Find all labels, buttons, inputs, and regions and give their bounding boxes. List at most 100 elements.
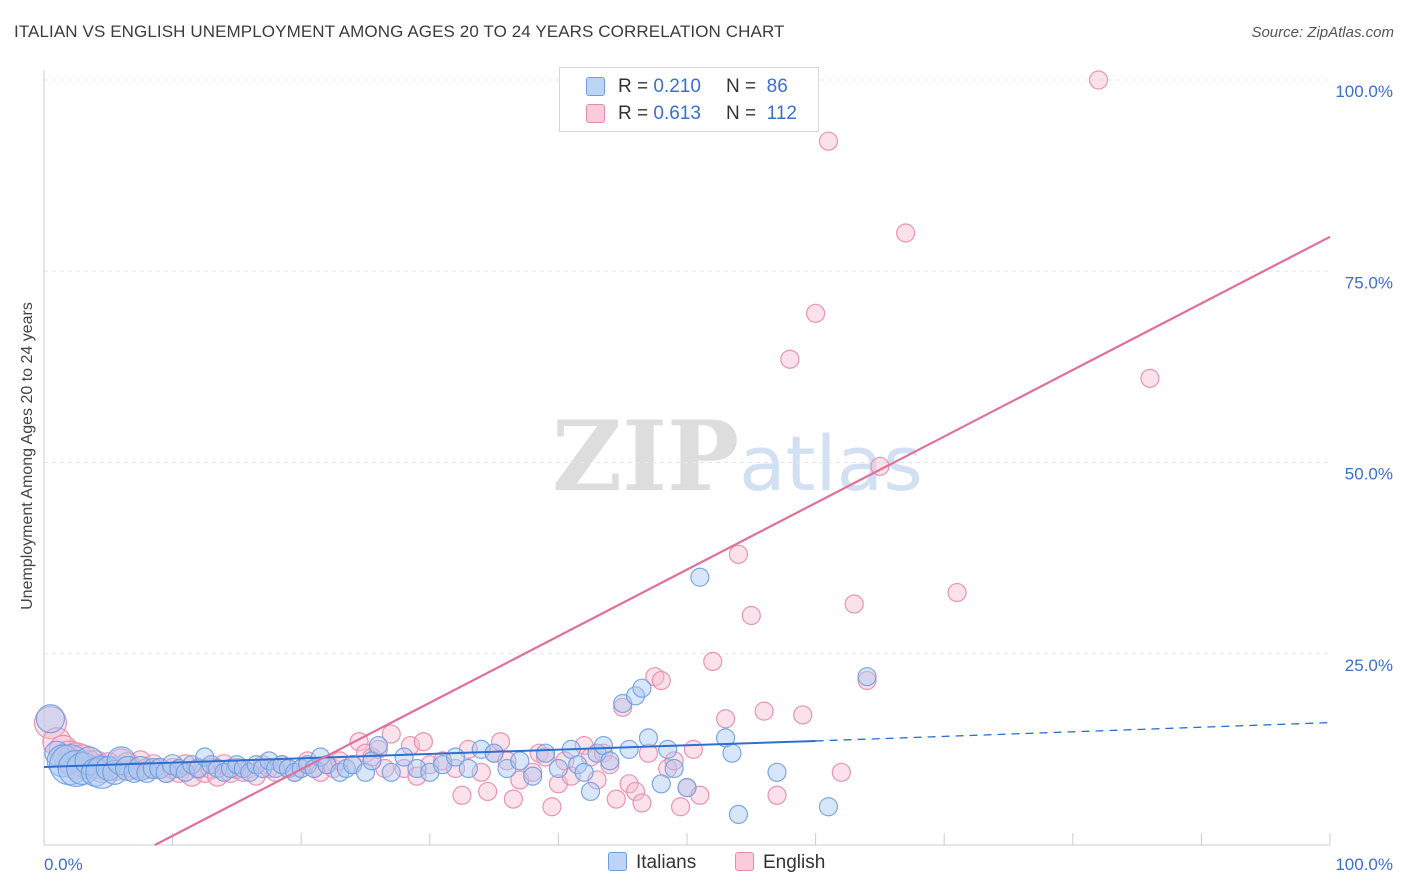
italians-point-57 — [471, 739, 491, 759]
english-legend-label: English — [763, 852, 826, 873]
italians-point-58 — [484, 743, 504, 763]
english-swatch — [586, 104, 605, 123]
english-point-105 — [831, 762, 851, 782]
english-point-81 — [606, 789, 626, 809]
italians-point-2 — [46, 744, 80, 778]
english-point-62 — [471, 762, 491, 782]
italians-point-83 — [728, 804, 749, 825]
italians-point-51 — [394, 747, 414, 767]
italians-point-66 — [574, 762, 594, 782]
english-point-101 — [780, 349, 800, 369]
italians-n-label: N = — [726, 76, 757, 97]
italians-point-49 — [368, 735, 388, 756]
italians-legend-label: Italians — [636, 852, 697, 873]
chart-title: ITALIAN VS ENGLISH UNEMPLOYMENT AMONG AG… — [14, 22, 785, 41]
x-tick-label-0: 0.0% — [44, 855, 83, 874]
english-point-96 — [715, 709, 736, 729]
english-point-112 — [1140, 368, 1160, 388]
italians-point-52 — [407, 758, 427, 779]
english-point-98 — [741, 605, 761, 626]
italians-point-4 — [57, 749, 95, 788]
italians-point-78 — [664, 758, 684, 779]
italians-point-72 — [619, 739, 639, 759]
english-point-91 — [670, 797, 691, 817]
english-point-67 — [503, 789, 523, 809]
italians-point-82 — [722, 743, 742, 763]
italians-point-62 — [535, 743, 556, 763]
english-point-106 — [844, 594, 864, 614]
italians-point-84 — [767, 762, 787, 782]
y-tick-label-50: 50.0% — [1345, 465, 1393, 484]
italians-point-79 — [677, 778, 697, 798]
english-point-95 — [703, 651, 723, 672]
english-r-label: R = — [618, 103, 649, 124]
italians-point-73 — [625, 686, 646, 706]
italians-point-60 — [510, 751, 530, 771]
italians-swatch — [586, 77, 605, 96]
italians-point-74 — [632, 678, 652, 698]
italians-point-56 — [458, 758, 478, 779]
italians-point-34 — [259, 751, 279, 771]
english-point-109 — [896, 223, 916, 243]
italians-point-77 — [658, 739, 678, 759]
english-point-56 — [413, 732, 433, 752]
english-point-55 — [407, 766, 427, 786]
english-r-value: 0.613 — [653, 103, 701, 124]
english-legend-swatch — [735, 852, 754, 871]
italians-point-75 — [638, 728, 659, 748]
y-tick-label-75: 75.0% — [1345, 273, 1393, 292]
italians-r-value: 0.210 — [653, 76, 701, 97]
italians-point-67 — [580, 781, 601, 802]
english-point-104 — [818, 131, 839, 151]
italians-point-23 — [188, 758, 208, 779]
italians-point-50 — [381, 762, 401, 782]
english-point-103 — [805, 303, 826, 323]
english-point-52 — [381, 724, 401, 744]
italians-point-15 — [136, 761, 158, 783]
italians-point-86 — [857, 667, 877, 687]
italians-point-76 — [651, 774, 671, 794]
italians-point-63 — [548, 758, 569, 779]
italians-point-21 — [175, 762, 196, 782]
y-tick-label-25: 25.0% — [1345, 656, 1393, 675]
source-credit: Source: ZipAtlas.com — [1251, 24, 1394, 41]
english-point-63 — [478, 781, 498, 802]
italians-point-31 — [240, 762, 260, 782]
italians-point-85 — [818, 797, 839, 817]
italians-point-0 — [35, 704, 66, 734]
english-point-72 — [542, 797, 562, 817]
y-tick-label-100: 100.0% — [1335, 82, 1393, 101]
italians-legend-swatch — [608, 852, 627, 871]
bottom-legend-italians[interactable]: Italians — [608, 852, 696, 874]
english-point-102 — [793, 705, 813, 725]
italians-point-65 — [568, 755, 588, 775]
english-trend-line — [154, 235, 1331, 846]
italians-point-80 — [690, 567, 710, 587]
english-n-label: N = — [726, 103, 757, 124]
italians-point-47 — [355, 762, 376, 782]
bottom-legend-english[interactable]: English — [735, 852, 825, 874]
english-point-99 — [754, 701, 774, 721]
english-n-value: 112 — [766, 103, 797, 124]
stats-legend: R = 0.210 N = 86 R = 0.613 N = 112 — [559, 67, 819, 132]
english-point-110 — [947, 582, 967, 603]
english-point-97 — [728, 544, 749, 564]
english-point-85 — [632, 793, 652, 813]
english-point-111 — [1088, 70, 1109, 90]
english-point-84 — [625, 781, 646, 802]
english-point-100 — [767, 785, 787, 805]
italians-trend-line — [43, 739, 816, 768]
italians-point-61 — [523, 766, 543, 786]
english-point-86 — [638, 743, 659, 763]
english-point-60 — [452, 785, 472, 805]
x-tick-label-100: 100.0% — [1335, 855, 1393, 874]
english-point-88 — [651, 670, 671, 691]
italians-trend-extension — [815, 721, 1331, 742]
english-point-93 — [683, 739, 704, 759]
english-point-90 — [664, 751, 684, 771]
italians-r-label: R = — [618, 76, 649, 97]
italians-point-70 — [600, 751, 620, 771]
italians-n-value: 86 — [766, 76, 788, 97]
english-point-83 — [619, 774, 639, 794]
